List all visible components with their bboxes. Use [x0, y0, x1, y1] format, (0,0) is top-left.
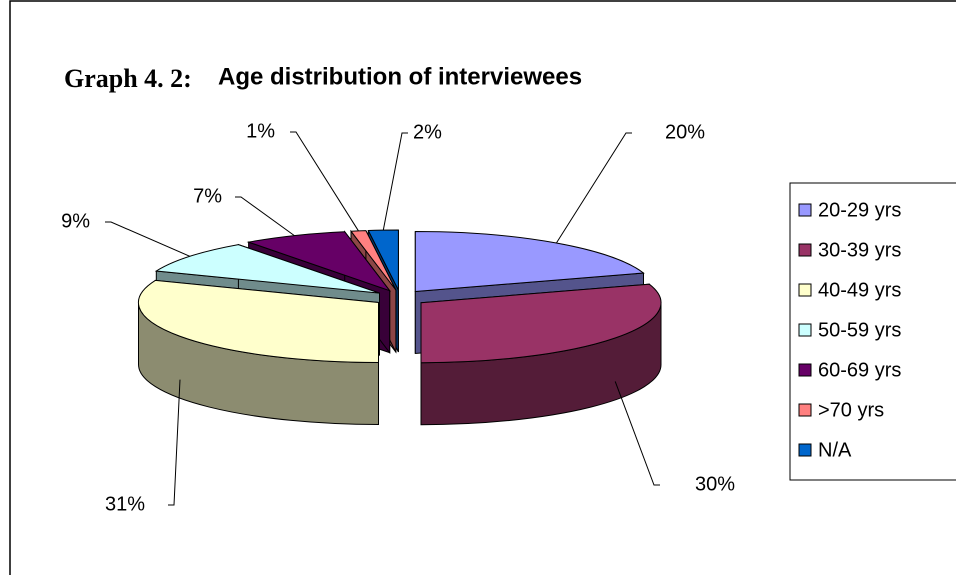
leader-line [168, 379, 181, 506]
leader-line [105, 221, 190, 257]
data-label: 9% [61, 210, 90, 232]
legend-swatch [798, 403, 812, 417]
leader-line [290, 131, 359, 232]
slice [367, 229, 399, 291]
slice [137, 279, 379, 364]
chart-title: Age distribution of interviewees [218, 63, 582, 90]
slice [350, 230, 397, 291]
legend-swatch [798, 243, 812, 257]
leader-line [555, 132, 632, 244]
legend-label: 20-29 yrs [818, 199, 901, 221]
legend-label: 50-59 yrs [818, 319, 901, 341]
leader-line [614, 381, 660, 486]
data-label: 20% [665, 121, 705, 143]
leader-line [382, 132, 408, 231]
data-label: 30% [695, 473, 735, 495]
data-label: 1% [246, 120, 275, 142]
legend-swatch [798, 323, 812, 337]
legend-swatch [798, 363, 812, 377]
legend-swatch [798, 443, 812, 457]
slice [420, 283, 662, 364]
legend-swatch [798, 203, 812, 217]
legend-swatch [798, 283, 812, 297]
data-label: 2% [413, 121, 442, 143]
legend-label: 40-49 yrs [818, 279, 901, 301]
legend-label: 60-69 yrs [818, 359, 901, 381]
data-label: 7% [193, 185, 222, 207]
slice [154, 244, 380, 294]
data-label: 31% [105, 493, 145, 515]
legend-label: N/A [818, 439, 852, 461]
legend-box [789, 182, 956, 481]
leader-line [235, 196, 295, 237]
legend-label: >70 yrs [818, 399, 884, 421]
title-prefix: Graph 4. 2: [64, 64, 192, 93]
legend-label: 30-39 yrs [818, 239, 901, 261]
